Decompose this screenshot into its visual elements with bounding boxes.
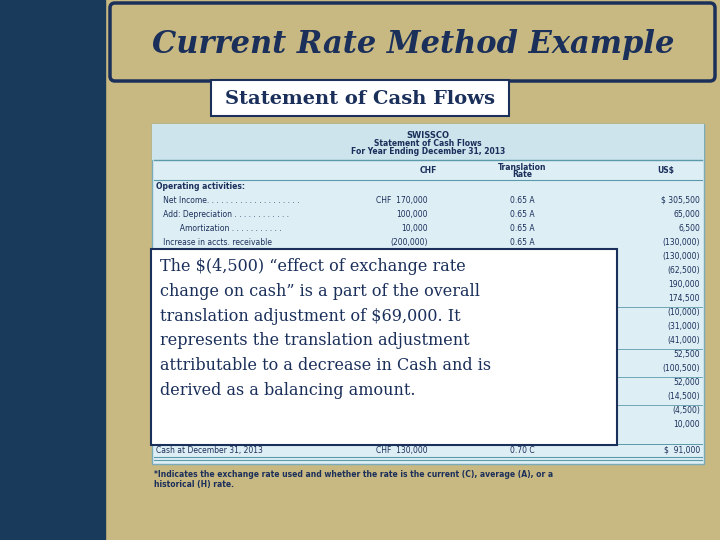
Text: 190,000: 190,000 (668, 280, 700, 289)
Text: $  91,000: $ 91,000 (664, 446, 700, 455)
Text: Net Income. . . . . . . . . . . . . . . . . . . .: Net Income. . . . . . . . . . . . . . . … (156, 196, 300, 205)
Text: *Indicates the exchange rate used and whether the rate is the current (C), avera: *Indicates the exchange rate used and wh… (154, 470, 553, 489)
Text: 100,000: 100,000 (397, 210, 428, 219)
Text: 8-20: 8-20 (688, 519, 714, 532)
Text: For Year Ending December 31, 2013: For Year Ending December 31, 2013 (351, 147, 505, 156)
Text: (200,000): (200,000) (390, 238, 428, 247)
Text: (100,500): (100,500) (662, 364, 700, 373)
FancyBboxPatch shape (211, 80, 509, 116)
Text: 0.70 C: 0.70 C (510, 446, 534, 455)
Text: Add: Depreciation . . . . . . . . . . . .: Add: Depreciation . . . . . . . . . . . … (156, 210, 289, 219)
Text: (14,500): (14,500) (667, 392, 700, 401)
Text: The $(4,500) “effect of exchange rate
change on cash” is a part of the overall
t: The $(4,500) “effect of exchange rate ch… (160, 258, 491, 399)
Text: CHF: CHF (419, 166, 437, 175)
FancyBboxPatch shape (151, 249, 617, 445)
Bar (0, 0, 105, 540)
Bar (152, 124, 704, 160)
Text: 174,500: 174,500 (668, 294, 700, 303)
Text: (130,000): (130,000) (662, 238, 700, 247)
Text: (130,000): (130,000) (662, 252, 700, 261)
Text: $ 305,500: $ 305,500 (661, 196, 700, 205)
Bar (152, 124, 704, 464)
Text: 10,000: 10,000 (401, 224, 428, 233)
Text: 6,500: 6,500 (678, 224, 700, 233)
Text: 0.65 A: 0.65 A (510, 224, 534, 233)
Text: Operating activities:: Operating activities: (156, 182, 245, 191)
Text: 65,000: 65,000 (673, 210, 700, 219)
Text: (31,000): (31,000) (667, 322, 700, 331)
Text: Translation: Translation (498, 163, 546, 172)
Text: 0.65 A: 0.65 A (510, 196, 534, 205)
Text: 52,000: 52,000 (673, 378, 700, 387)
FancyBboxPatch shape (110, 3, 715, 81)
Text: Statement of Cash Flows: Statement of Cash Flows (374, 139, 482, 148)
Text: Rate: Rate (512, 170, 532, 179)
Text: CHF  130,000: CHF 130,000 (377, 446, 428, 455)
Text: Amortization . . . . . . . . . . .: Amortization . . . . . . . . . . . (156, 224, 282, 233)
Text: Current Rate Method Example: Current Rate Method Example (152, 29, 674, 59)
Text: US$: US$ (657, 166, 674, 175)
Text: (41,000): (41,000) (667, 336, 700, 345)
Text: 0.65 A: 0.65 A (510, 238, 534, 247)
Text: Statement of Cash Flows: Statement of Cash Flows (225, 90, 495, 108)
Text: (4,500): (4,500) (672, 406, 700, 415)
Text: SWISSCO: SWISSCO (407, 131, 449, 140)
Text: 0.65 A: 0.65 A (510, 210, 534, 219)
Text: CHF  170,000: CHF 170,000 (377, 196, 428, 205)
Text: Cash at December 31, 2013: Cash at December 31, 2013 (156, 446, 263, 455)
Text: 10,000: 10,000 (673, 420, 700, 429)
Text: (10,000): (10,000) (667, 308, 700, 317)
Text: 52,500: 52,500 (673, 350, 700, 359)
Text: (62,500): (62,500) (667, 266, 700, 275)
Text: Increase in accts. receivable: Increase in accts. receivable (156, 238, 272, 247)
